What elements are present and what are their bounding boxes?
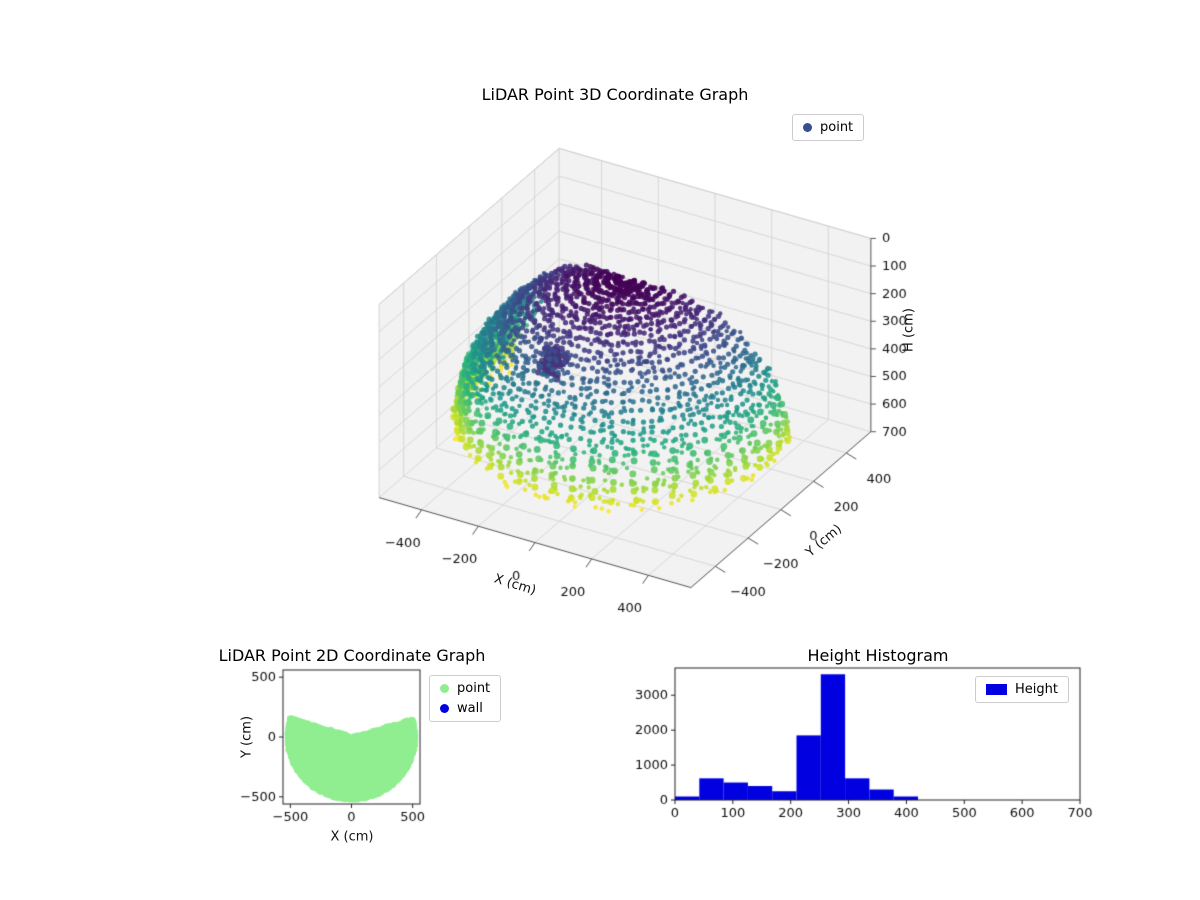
- legend-label: point: [457, 681, 491, 696]
- legend-label: wall: [457, 701, 483, 716]
- legend-label: point: [820, 120, 854, 135]
- chart3d-title: LiDAR Point 3D Coordinate Graph: [481, 85, 749, 104]
- point-marker-icon: [440, 684, 449, 693]
- point-marker-icon: [803, 123, 812, 132]
- histogram-title: Height Histogram: [807, 646, 949, 665]
- chart3d-h-axis-label: H (cm): [901, 308, 917, 352]
- chart2d-y-axis-label: Y (cm): [239, 715, 255, 759]
- legend-item-point-3d: point: [803, 120, 853, 135]
- wall-marker-icon: [440, 704, 449, 713]
- height-patch-icon: [986, 684, 1007, 695]
- chart3d-legend: point: [792, 114, 865, 141]
- legend-item-wall-2d: wall: [440, 701, 490, 716]
- legend-item-height: Height: [986, 682, 1058, 697]
- chart2d-x-axis-label: X (cm): [330, 829, 374, 845]
- chart2d-legend: point wall: [429, 675, 502, 722]
- legend-item-point-2d: point: [440, 681, 490, 696]
- chart2d-title: LiDAR Point 2D Coordinate Graph: [218, 646, 486, 665]
- legend-label: Height: [1015, 682, 1058, 697]
- histogram-legend: Height: [975, 676, 1069, 703]
